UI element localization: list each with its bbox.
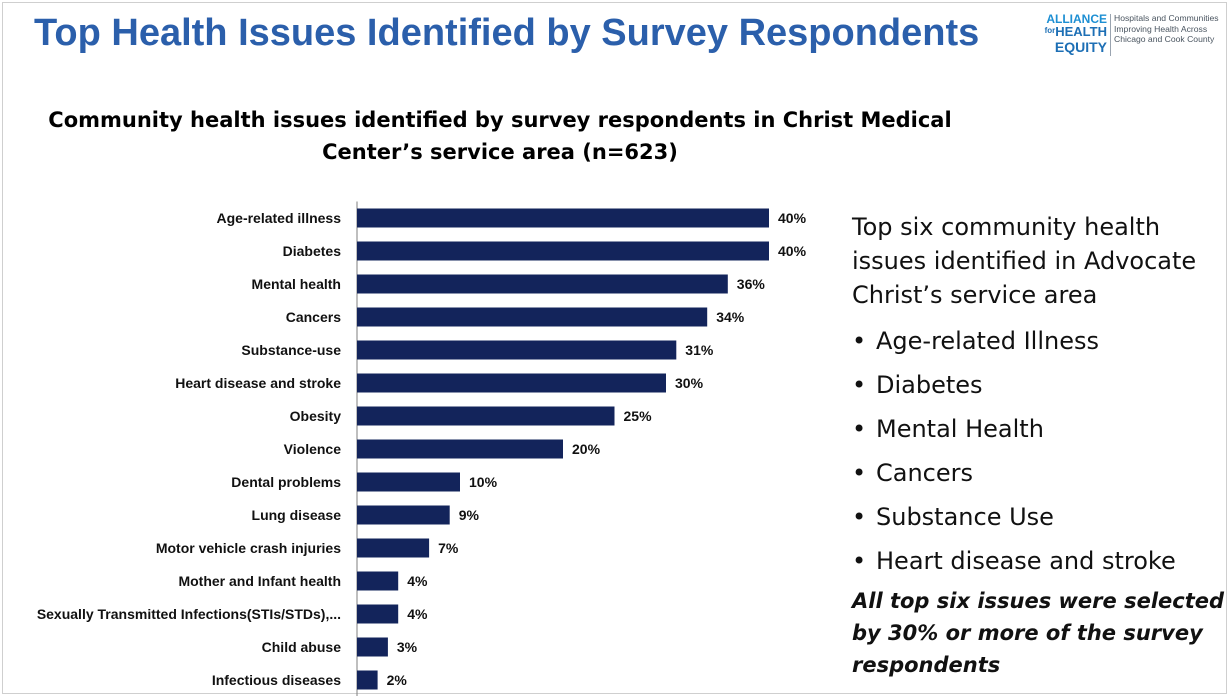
logo-divider <box>1110 14 1111 56</box>
category-label: Age-related illness <box>217 210 342 226</box>
category-label: Infectious diseases <box>212 672 341 688</box>
bar <box>357 572 398 591</box>
value-label: 36% <box>737 276 766 292</box>
category-label: Child abuse <box>262 639 342 655</box>
side-list: • Age-related Illness • Diabetes • Mental H… <box>852 319 1227 583</box>
value-label: 4% <box>407 606 428 622</box>
value-label: 30% <box>675 375 704 391</box>
category-label: Mother and Infant health <box>178 573 341 589</box>
category-label: Sexually Transmitted Infections(STIs/STD… <box>37 606 341 622</box>
value-label: 3% <box>397 639 418 655</box>
bar <box>357 209 769 228</box>
bullet-icon: • <box>852 407 876 451</box>
value-label: 2% <box>387 672 408 688</box>
category-label: Lung disease <box>252 507 342 523</box>
category-label: Diabetes <box>283 243 342 259</box>
bar <box>357 308 707 327</box>
bullet-icon: • <box>852 319 876 363</box>
logo-tagline: Hospitals and Communities Improving Heal… <box>1114 13 1231 45</box>
side-list-item: • Substance Use <box>852 495 1227 539</box>
side-heading: Top six community health issues identifi… <box>852 210 1227 312</box>
value-label: 34% <box>716 309 745 325</box>
bullet-icon: • <box>852 363 876 407</box>
side-list-item: • Age-related Illness <box>852 319 1227 363</box>
category-label: Heart disease and stroke <box>175 375 341 391</box>
value-label: 20% <box>572 441 601 457</box>
side-list-item: • Cancers <box>852 451 1227 495</box>
logo-word-health: forHEALTH <box>1045 24 1107 39</box>
logo-wordmark: ALLIANCE forHEALTH EQUITY <box>1043 12 1109 58</box>
category-label: Motor vehicle crash injuries <box>156 540 341 556</box>
bar <box>357 638 388 657</box>
bar <box>357 605 398 624</box>
bar <box>357 275 728 294</box>
side-panel: Top six community health issues identifi… <box>852 210 1227 681</box>
value-label: 9% <box>459 507 480 523</box>
value-label: 4% <box>407 573 428 589</box>
category-label: Violence <box>284 441 342 457</box>
bar <box>357 242 769 261</box>
bullet-icon: • <box>852 539 876 583</box>
bar <box>357 374 666 393</box>
bar <box>357 506 450 525</box>
bar <box>357 341 676 360</box>
bar <box>357 407 615 426</box>
category-label: Mental health <box>252 276 341 292</box>
bar <box>357 473 460 492</box>
side-list-item: • Mental Health <box>852 407 1227 451</box>
value-label: 31% <box>685 342 714 358</box>
category-label: Substance-use <box>241 342 341 358</box>
side-note: All top six issues were selected by 30% … <box>852 585 1227 681</box>
side-list-item: • Heart disease and stroke <box>852 539 1227 583</box>
value-label: 7% <box>438 540 459 556</box>
bullet-icon: • <box>852 451 876 495</box>
category-label: Dental problems <box>231 474 341 490</box>
bullet-icon: • <box>852 495 876 539</box>
bar <box>357 539 429 558</box>
category-label: Cancers <box>286 309 341 325</box>
value-label: 10% <box>469 474 498 490</box>
alliance-logo: ALLIANCE forHEALTH EQUITY Hospitals and … <box>1043 12 1229 58</box>
value-label: 40% <box>778 210 807 226</box>
bar <box>357 440 563 459</box>
bar-chart: Age-related illness 40% Diabetes 40% Mental … <box>0 0 840 696</box>
category-label: Obesity <box>290 408 342 424</box>
side-list-item: • Diabetes <box>852 363 1227 407</box>
value-label: 25% <box>624 408 653 424</box>
logo-word-equity: EQUITY <box>1055 39 1107 55</box>
value-label: 40% <box>778 243 807 259</box>
bar <box>357 671 378 690</box>
